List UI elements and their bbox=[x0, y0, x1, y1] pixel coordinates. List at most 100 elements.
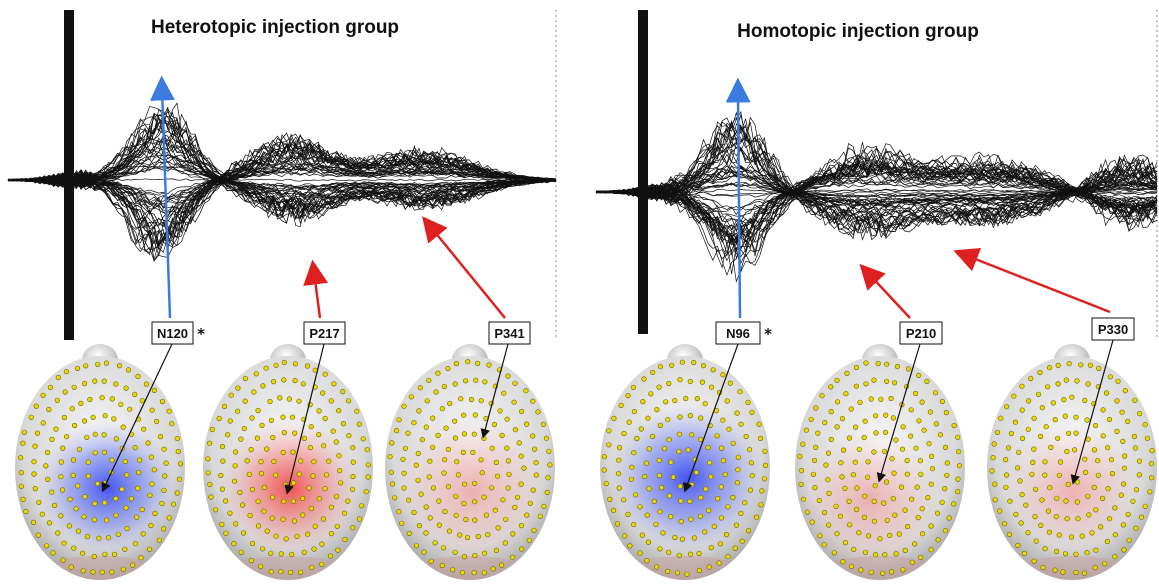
electrode bbox=[696, 567, 703, 574]
electrode bbox=[720, 417, 726, 423]
electrode bbox=[618, 402, 624, 409]
electrode bbox=[842, 485, 848, 492]
electrode bbox=[990, 455, 996, 461]
electrode bbox=[735, 467, 741, 473]
electrode bbox=[1074, 378, 1080, 384]
electrode bbox=[1003, 404, 1010, 410]
electrode bbox=[307, 445, 314, 451]
electrode bbox=[887, 532, 893, 539]
electrode bbox=[863, 360, 869, 366]
electrode bbox=[1061, 397, 1067, 403]
electrode bbox=[58, 474, 64, 480]
electrode bbox=[934, 510, 941, 516]
electrode bbox=[58, 459, 64, 465]
electrode bbox=[1012, 419, 1019, 425]
electrode bbox=[1005, 445, 1012, 451]
electrode bbox=[610, 507, 617, 514]
panel-title: Heterotopic injection group bbox=[151, 17, 399, 38]
electrode bbox=[159, 500, 165, 507]
electrode bbox=[125, 367, 132, 373]
electrode bbox=[227, 510, 233, 516]
electrode bbox=[734, 480, 741, 486]
electrode bbox=[269, 494, 276, 500]
component-label: P210 bbox=[899, 321, 943, 345]
electrode bbox=[710, 367, 716, 373]
electrode bbox=[149, 407, 155, 413]
electrode bbox=[644, 557, 650, 564]
electrode bbox=[119, 486, 125, 492]
electrode bbox=[706, 460, 713, 466]
electrode bbox=[828, 384, 834, 390]
electrode bbox=[1095, 472, 1101, 478]
electrode bbox=[856, 530, 862, 536]
electrode bbox=[939, 398, 946, 405]
electrode bbox=[264, 446, 270, 452]
electrode bbox=[828, 409, 834, 415]
electrode bbox=[63, 369, 69, 375]
electrode bbox=[656, 457, 662, 464]
electrode bbox=[1091, 484, 1097, 491]
electrode bbox=[472, 412, 478, 418]
electrode bbox=[745, 399, 751, 406]
electrode bbox=[43, 463, 49, 469]
electrode bbox=[808, 416, 814, 422]
p-component-arrow bbox=[859, 263, 911, 319]
electrode bbox=[304, 363, 311, 369]
electrode bbox=[268, 550, 274, 556]
electrode bbox=[1063, 377, 1069, 383]
electrode bbox=[904, 471, 910, 477]
electrode bbox=[244, 458, 250, 464]
electrode bbox=[665, 417, 671, 423]
waveform-trace bbox=[595, 147, 1158, 277]
electrode bbox=[1032, 486, 1039, 492]
electrode bbox=[423, 504, 429, 510]
electrode bbox=[942, 486, 948, 492]
electrode bbox=[660, 530, 666, 536]
electrode bbox=[852, 459, 858, 465]
electrode bbox=[921, 427, 927, 433]
electrode bbox=[846, 435, 853, 441]
electrode bbox=[452, 418, 458, 424]
electrode bbox=[831, 550, 837, 556]
electrode bbox=[1095, 458, 1101, 464]
electrode bbox=[147, 546, 153, 552]
electrode bbox=[546, 448, 552, 454]
butterfly-waveforms bbox=[595, 111, 1158, 283]
electrode bbox=[1037, 433, 1044, 440]
electrode bbox=[280, 516, 286, 522]
electrode bbox=[890, 496, 896, 502]
electrode bbox=[873, 430, 879, 436]
electrode bbox=[441, 470, 447, 476]
electrode bbox=[738, 421, 744, 427]
electrode bbox=[483, 512, 490, 518]
electrode bbox=[79, 550, 86, 556]
waveform-trace bbox=[595, 174, 1158, 223]
electrode bbox=[819, 393, 825, 399]
electrode bbox=[132, 445, 138, 451]
electrode bbox=[658, 485, 665, 491]
electrode bbox=[840, 559, 846, 565]
electrode bbox=[503, 516, 509, 522]
electrode bbox=[1056, 532, 1062, 538]
electrode bbox=[269, 515, 275, 521]
electrode bbox=[875, 361, 881, 367]
electrode bbox=[242, 398, 248, 404]
electrode bbox=[1068, 534, 1075, 540]
electrode bbox=[309, 564, 315, 571]
electrode bbox=[530, 487, 536, 493]
electrode bbox=[839, 474, 845, 480]
electrode bbox=[120, 424, 126, 430]
electrode bbox=[715, 496, 721, 502]
waveform-trace bbox=[595, 116, 1158, 234]
electrode bbox=[481, 570, 487, 576]
electrode bbox=[1149, 448, 1155, 454]
electrode bbox=[530, 398, 536, 404]
electrode bbox=[296, 471, 302, 477]
electrode bbox=[698, 415, 704, 421]
electrode bbox=[306, 485, 312, 491]
electrode bbox=[646, 486, 652, 492]
electrode bbox=[871, 498, 877, 505]
electrode bbox=[333, 493, 340, 500]
electrode bbox=[1082, 469, 1089, 476]
stimulus-artifact bbox=[64, 10, 74, 340]
